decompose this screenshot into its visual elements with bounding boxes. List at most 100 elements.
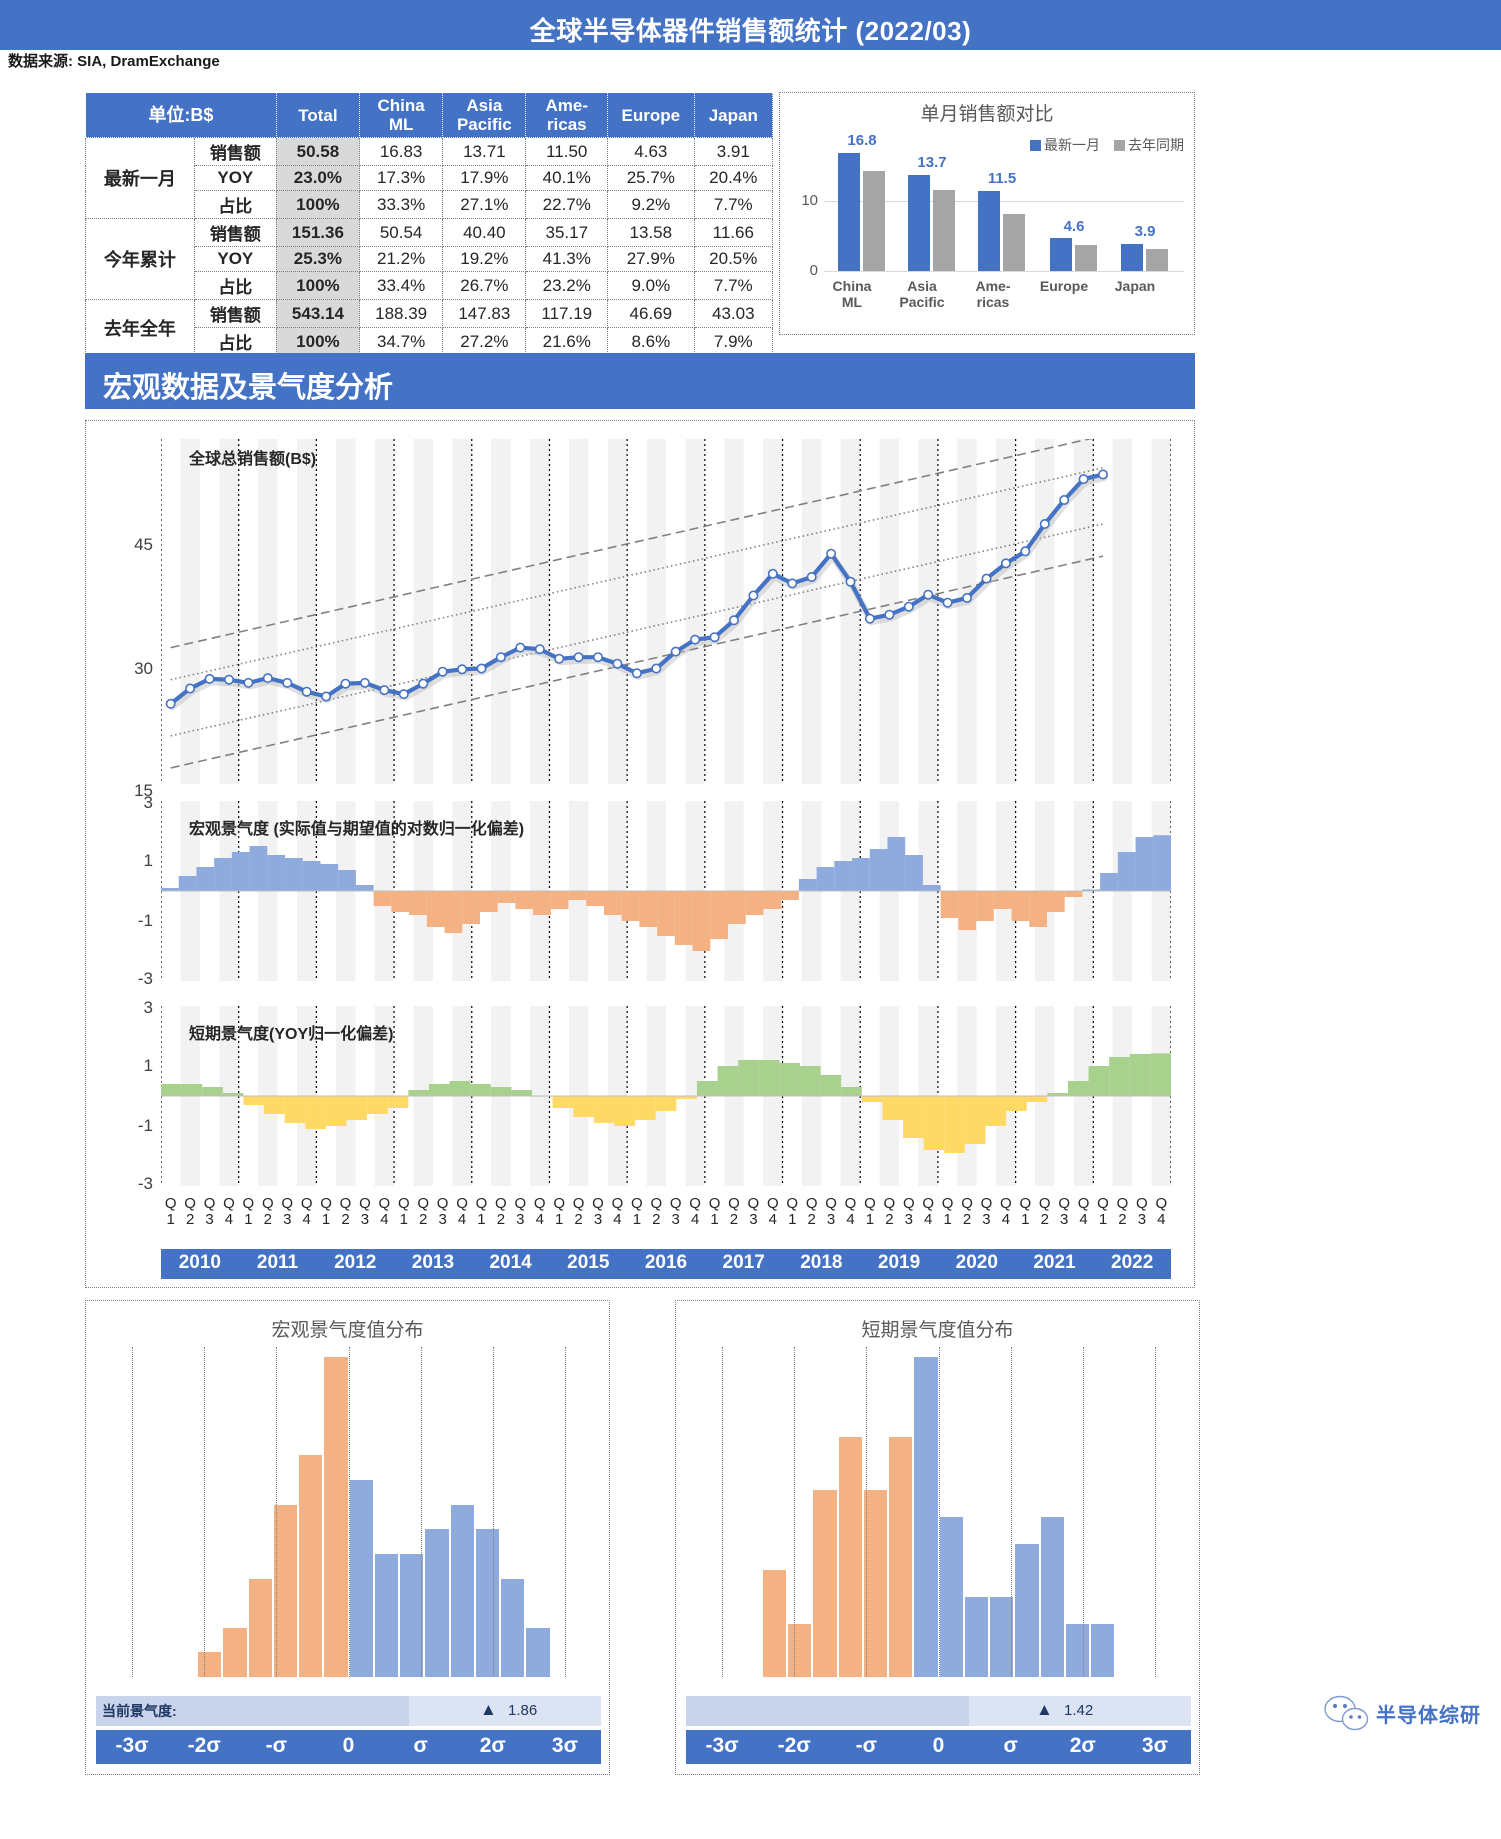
sigma-gridline	[204, 1347, 206, 1677]
q-number: 3	[360, 1210, 370, 1228]
q-letter: Q	[223, 1195, 235, 1212]
histogram-bar	[248, 1578, 272, 1677]
bar-value-label: 16.8	[847, 132, 877, 149]
q-number: 1	[321, 1210, 331, 1228]
row-label: 销售额	[193, 218, 277, 248]
sigma-gridline	[722, 1347, 724, 1677]
bar-group-china: 16.8	[834, 131, 890, 271]
sigma-tick: -σ	[265, 1734, 288, 1757]
histogram-bar	[863, 1490, 887, 1677]
short-status-bar: ▲ 1.42	[686, 1696, 1191, 1726]
histogram-bar	[400, 1553, 424, 1677]
row-group-label-latest-month: 最新一月	[85, 137, 195, 220]
current-value-marker-icon: ▲	[480, 1700, 497, 1719]
q-number: 1	[632, 1210, 642, 1228]
cell-value: 17.9%	[442, 165, 527, 192]
table-row: 占比 100% 34.7% 27.2% 21.6% 8.6% 7.9%	[86, 327, 774, 357]
cell-value: 50.54	[359, 218, 444, 248]
histogram-bar	[914, 1357, 938, 1677]
cell-value: 7.7%	[693, 190, 774, 220]
title-bar: 全球半导体器件销售额统计 (2022/03)	[0, 0, 1501, 50]
histogram-bar	[1015, 1543, 1039, 1677]
ame-line2: ricas	[546, 115, 587, 135]
q-letter: Q	[708, 1195, 721, 1212]
cell-total: 100%	[275, 327, 361, 357]
cell-value: 17.3%	[359, 165, 444, 192]
histogram-bar	[1065, 1623, 1089, 1677]
watermark: 半导体综研	[1324, 1695, 1481, 1731]
sigma-tick: σ	[413, 1734, 428, 1757]
cell-value: 43.03	[693, 299, 774, 329]
wechat-icon	[1324, 1695, 1369, 1731]
year-tick: 2016	[644, 1252, 688, 1273]
q-number: 4	[1001, 1210, 1011, 1228]
row-label: 占比	[193, 190, 277, 220]
q-letter: Q	[495, 1195, 507, 1212]
y-tick-neg3: -3	[137, 969, 153, 988]
short-term-prosperity-chart: 短期景气度(YOY归一化偏差) 3 1 -1 -3	[138, 998, 1171, 1193]
cell-value: 41.3%	[525, 246, 609, 273]
cell-value: 20.5%	[693, 246, 774, 273]
q-letter: Q	[689, 1195, 701, 1212]
q-number: 4	[690, 1210, 700, 1228]
cell-value: 26.7%	[442, 271, 527, 301]
q-letter: Q	[514, 1195, 527, 1212]
year-tick: 2012	[334, 1252, 377, 1273]
cell-total: 50.58	[275, 137, 361, 167]
q-number: 3	[671, 1210, 680, 1228]
y-tick-3: 3	[143, 998, 153, 1017]
row-label: 占比	[193, 271, 277, 301]
column-header-americas: Ame- ricas	[525, 91, 609, 139]
cell-value: 4.63	[607, 137, 695, 167]
top-panel: 单位:B$ Total China ML Asia Pacific Ame- r…	[85, 91, 1195, 357]
bar-chart-plot: 0 10 16.8 13.7 11.5 4.6	[801, 131, 1184, 279]
y-tick-1: 1	[143, 1056, 153, 1075]
histogram-bar	[349, 1480, 373, 1677]
legend-swatch-icon	[1114, 140, 1125, 151]
monthly-sales-bar-chart: 单月销售额对比 最新一月 去年同期 0 10 16.8 13.7 11.5	[779, 92, 1195, 335]
sigma-gridline	[492, 1347, 494, 1677]
q-number: 1	[555, 1210, 564, 1228]
asia-line2: Pacific	[456, 115, 512, 135]
q-number: 1	[399, 1210, 408, 1228]
cat-line1: Ame-	[975, 278, 1011, 294]
q-letter: Q	[883, 1195, 896, 1212]
bar-latest	[838, 153, 860, 271]
year-tick: 2017	[722, 1252, 765, 1273]
q-number: 1	[1021, 1210, 1030, 1228]
cell-value: 35.17	[525, 218, 609, 248]
histogram-bar	[838, 1437, 862, 1677]
data-source-label: 数据来源: SIA, DramExchange	[8, 53, 220, 70]
q-letter: Q	[553, 1195, 565, 1212]
q-letter: Q	[902, 1195, 915, 1212]
current-value-text: 1.42	[1064, 1702, 1094, 1719]
bar-lastyear	[933, 190, 955, 271]
sigma-tick: 0	[932, 1734, 945, 1757]
sigma-gridline	[794, 1347, 796, 1677]
cell-total: 151.36	[275, 218, 361, 248]
q-number: 4	[302, 1210, 311, 1228]
table-row: 最新一月 销售额 50.58 16.83 13.71 11.50 4.63 3.…	[85, 137, 774, 220]
cell-value: 27.2%	[442, 327, 527, 357]
table-row: 去年全年 销售额 543.14 188.39 147.83 117.19 46.…	[85, 299, 774, 357]
bar-lastyear	[1075, 245, 1097, 271]
cat-line2: Pacific	[899, 294, 945, 311]
q-number: 2	[263, 1210, 272, 1228]
sigma-tick: σ	[1003, 1734, 1018, 1757]
q-number: 3	[1060, 1210, 1069, 1228]
bar-lastyear	[863, 171, 885, 271]
cat-line2: ricas	[976, 294, 1010, 311]
sigma-gridline	[420, 1347, 422, 1677]
year-tick: 2010	[178, 1252, 221, 1273]
